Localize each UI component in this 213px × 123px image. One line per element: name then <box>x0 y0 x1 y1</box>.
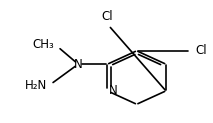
Text: N: N <box>74 58 83 71</box>
Text: CH₃: CH₃ <box>33 38 54 51</box>
Text: N: N <box>109 84 118 97</box>
Text: Cl: Cl <box>102 10 113 23</box>
Text: Cl: Cl <box>195 44 207 57</box>
Text: H₂N: H₂N <box>25 79 47 92</box>
